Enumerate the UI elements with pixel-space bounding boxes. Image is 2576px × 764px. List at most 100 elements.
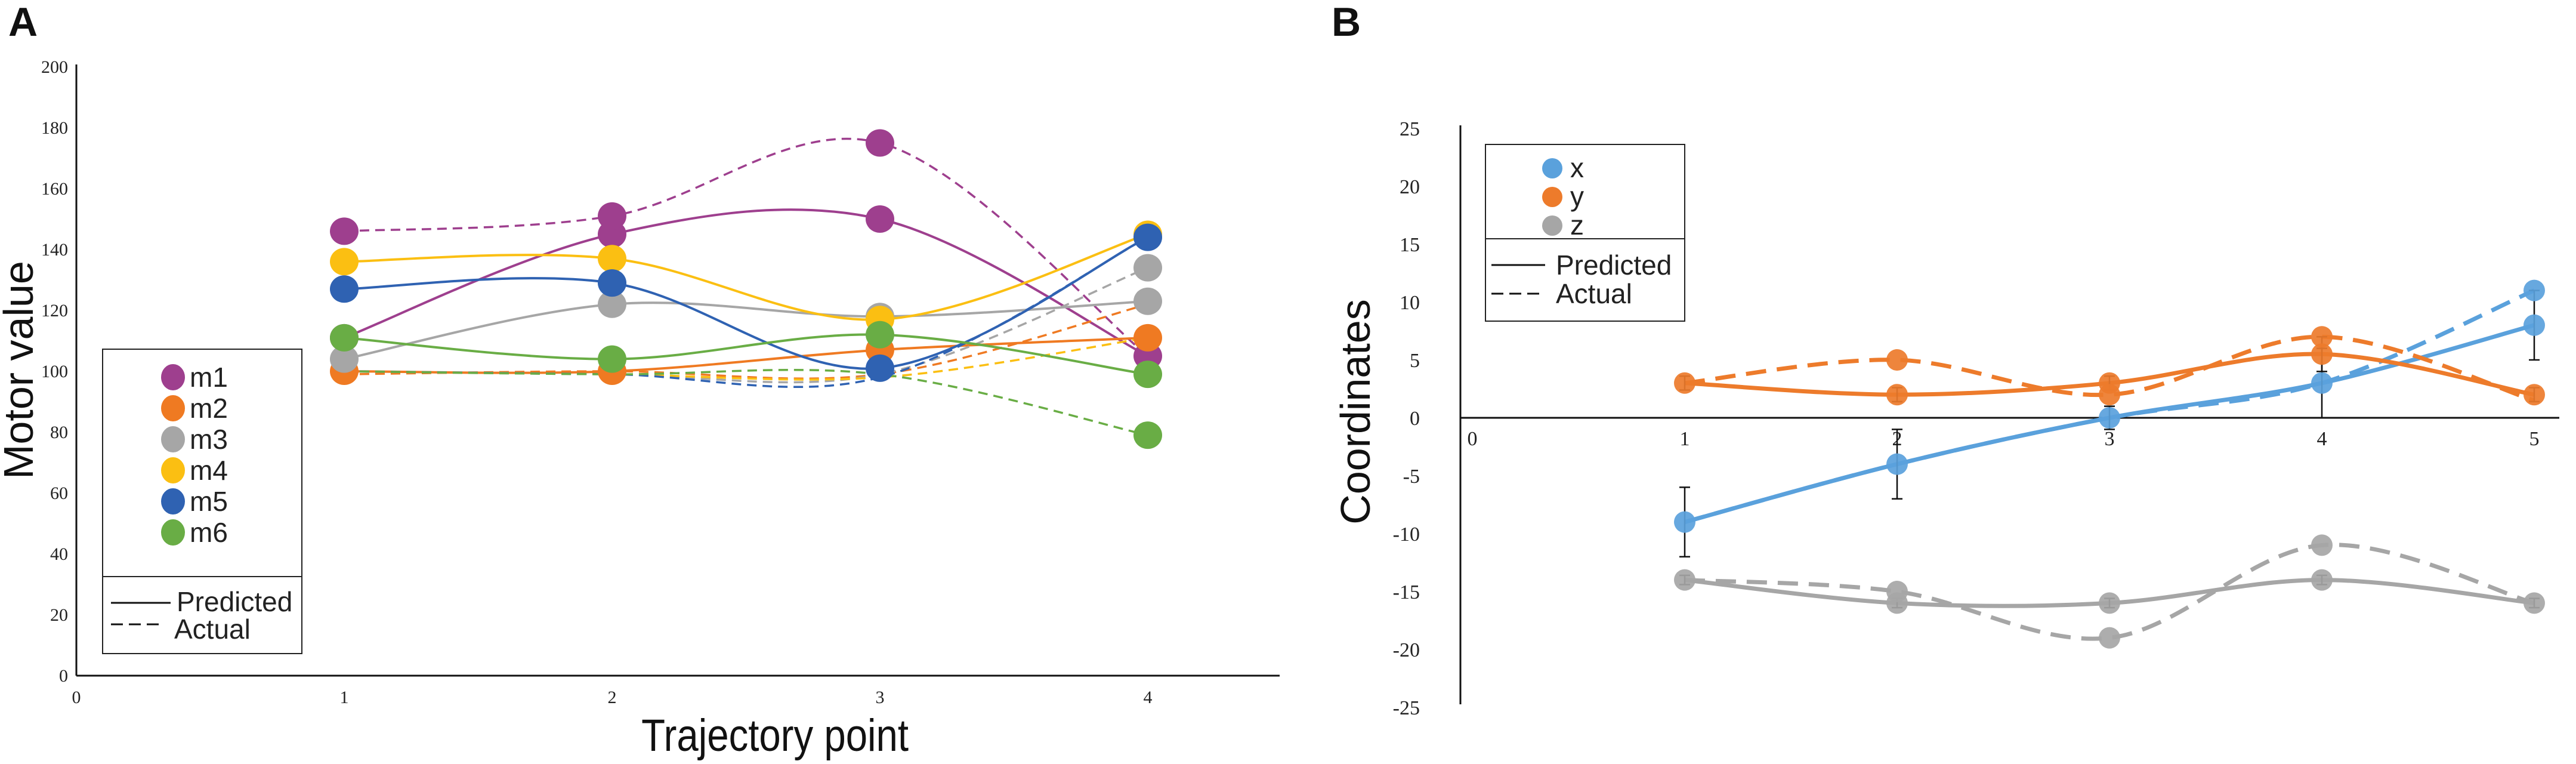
chart-a-point-m4-predicted <box>330 248 359 276</box>
chart-a-y-tick-label: 180 <box>41 118 68 138</box>
chart-a-point-m2-predicted <box>1133 324 1162 352</box>
chart-a-legend-label-m4: m4 <box>190 455 228 486</box>
chart-b-series-y-actual-line <box>1684 334 2535 403</box>
chart-b-x-tick-label: 3 <box>2105 428 2115 450</box>
chart-a-point-m3-actual <box>1133 254 1162 282</box>
chart-a-y-tick-label: 100 <box>41 362 68 381</box>
chart-b-points <box>1674 279 2545 649</box>
chart-a-series-m2-actual-line <box>344 303 1148 380</box>
chart-b-legend-marker-y <box>1542 187 1562 207</box>
chart-a-y-tick-label: 60 <box>50 483 68 503</box>
chart-b-legend-marker-z <box>1542 215 1562 236</box>
chart-b-legend-marker-x <box>1542 158 1562 178</box>
chart-b-x-tick-label: 4 <box>2317 428 2327 450</box>
chart-b-point-y-predicted <box>1674 372 1695 394</box>
chart-b-y-tick-label: -5 <box>1403 466 1420 488</box>
chart-a-legend-marker-m3 <box>161 426 185 452</box>
chart-a-xlabel: Trajectory point <box>641 710 909 761</box>
chart-b-y-tick-label: -25 <box>1393 697 1420 719</box>
chart-b-y-tick-label: 10 <box>1400 292 1420 314</box>
chart-a-legend-marker-m5 <box>161 488 185 515</box>
chart-a-series-m4-predicted-line <box>344 233 1148 321</box>
chart-a-point-m5-predicted <box>866 354 894 382</box>
chart-a-legend-label-m6: m6 <box>190 517 228 548</box>
chart-b-point-y-predicted <box>2311 343 2333 365</box>
chart-b-y-tick-label: 0 <box>1410 408 1420 430</box>
chart-b-point-z-actual <box>2311 534 2333 556</box>
chart-a-lines <box>344 137 1149 436</box>
chart-a-point-m5-predicted <box>330 275 359 303</box>
chart-a-y-tick-label: 80 <box>50 423 68 442</box>
chart-a-y-tick-label: 160 <box>41 179 68 199</box>
chart-a-series-m5-predicted-line <box>344 236 1148 370</box>
chart-b-legend-label-z: z <box>1570 210 1584 241</box>
chart-a-y-tick-label: 40 <box>50 544 68 564</box>
chart-b-y-tick-label: -15 <box>1393 581 1420 603</box>
chart-b-point-x-actual <box>2524 279 2545 301</box>
chart-a-y-tick-label: 120 <box>41 301 68 321</box>
chart-a-legend-label-m5: m5 <box>190 486 228 517</box>
chart-a-point-m6-actual <box>1133 421 1162 449</box>
chart-b-point-x-predicted <box>2099 407 2120 429</box>
chart-b-point-x-predicted <box>2311 372 2333 394</box>
chart-a-series-m1-predicted-line <box>344 208 1148 358</box>
chart-a-series-m6-predicted-line <box>344 333 1148 376</box>
chart-b-legend-actual: Actual <box>1556 278 1632 309</box>
chart-b-x-tick-label: 5 <box>2529 428 2540 450</box>
chart-b-ylabel: Coordinates <box>1332 299 1379 524</box>
chart-a-point-m6-predicted <box>598 345 626 373</box>
chart-b-point-z-actual <box>1886 581 1908 602</box>
chart-a-point-m1-actual <box>330 217 359 245</box>
chart-a-legend-marker-m4 <box>161 457 185 483</box>
chart-b-point-y-predicted <box>2524 384 2545 406</box>
chart-a-point-m3-predicted <box>330 345 359 373</box>
chart-a-y-tick-label: 200 <box>41 57 68 77</box>
chart-a-series-m2-predicted-line <box>344 336 1148 374</box>
chart-a-point-m1-actual <box>598 202 626 230</box>
chart-b-point-x-predicted <box>1886 453 1908 475</box>
panel-label-a: A <box>8 0 38 45</box>
chart-a-legend-actual: Actual <box>174 614 251 645</box>
chart-b-series-z-actual-line <box>1684 543 2535 641</box>
chart-a-ylabel: Motor value <box>0 261 42 479</box>
chart-a-legend-marker-m2 <box>161 395 185 421</box>
chart-a-point-m4-predicted <box>598 245 626 273</box>
chart-b-point-y-predicted <box>1886 384 1908 406</box>
chart-b-x-tick-label: 1 <box>1680 428 1690 450</box>
chart-b-legend-label-x: x <box>1570 152 1584 183</box>
chart-b-y-tick-label: 25 <box>1400 118 1420 140</box>
chart-a-x-tick-label: 2 <box>608 688 617 707</box>
chart-b-legend-box <box>1485 144 1685 322</box>
chart-a-legend-predicted: Predicted <box>177 586 292 617</box>
chart-a-x-tick-label: 4 <box>1144 688 1153 707</box>
panel-label-b: B <box>1332 0 1361 45</box>
chart-a-y-tick-label: 0 <box>59 666 68 686</box>
chart-a-series-m1-actual-line <box>344 137 1149 357</box>
chart-a-point-m6-predicted <box>866 321 894 349</box>
chart-b-point-x-predicted <box>2524 314 2545 336</box>
chart-b-point-z-predicted <box>1674 569 1695 591</box>
chart-a-y-tick-label: 140 <box>41 240 68 260</box>
chart-a-points <box>330 129 1162 449</box>
chart-a-series-m6-actual-line <box>344 368 1148 436</box>
chart-b-y-tick-label: -10 <box>1393 523 1420 546</box>
chart-a-legend-marker-m1 <box>161 364 185 390</box>
chart-a-axes <box>75 64 1280 677</box>
chart-a-point-m5-predicted <box>598 269 626 297</box>
chart-a-point-m1-predicted <box>866 205 894 233</box>
chart-b-y-tick-label: 5 <box>1410 350 1420 372</box>
chart-a-point-m1-actual <box>866 129 894 157</box>
chart-b-point-x-predicted <box>1674 511 1695 533</box>
chart-b-legend-predicted: Predicted <box>1556 249 1672 281</box>
chart-a-series-m3-actual-line <box>344 266 1148 384</box>
chart-a-legend-label-m2: m2 <box>190 393 228 424</box>
chart-b-point-z-predicted <box>2099 592 2120 614</box>
chart-b-legend-items: xyz <box>1542 152 1584 241</box>
chart-a-ticks: 0 20 40 60 80 100 120 140 160 180 200 0 1 2 3 4 <box>41 57 1153 707</box>
chart-a-legend-label-m3: m3 <box>190 424 228 455</box>
chart-a-y-tick-label: 20 <box>50 605 68 625</box>
chart-b-axes <box>1459 125 2559 704</box>
